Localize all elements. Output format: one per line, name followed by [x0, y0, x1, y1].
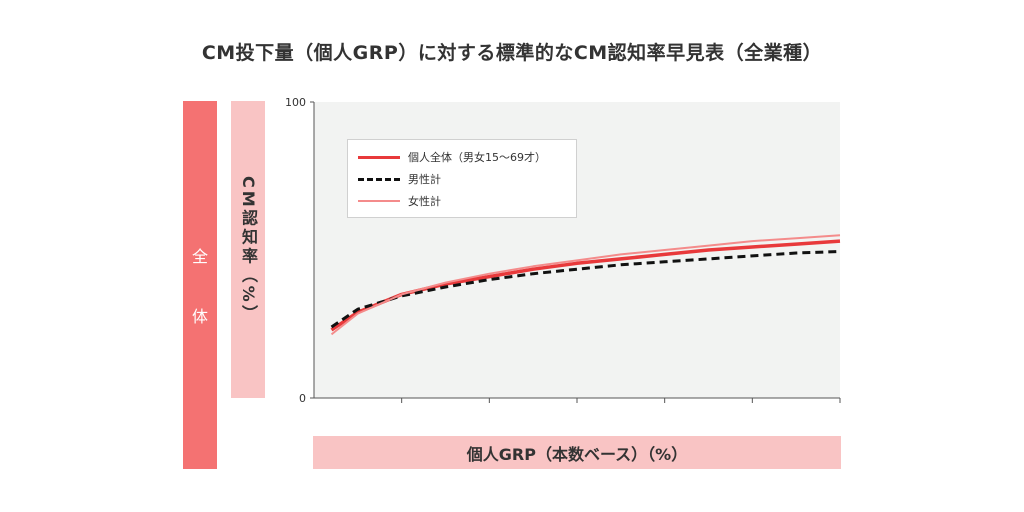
axes: 0 100: [285, 96, 841, 405]
y-tick-label-1: 100: [285, 96, 306, 109]
y-axis-label: CM認知率（%）: [239, 175, 258, 324]
y-axis-label-band: CM認知率（%）: [231, 101, 265, 398]
legend-label-2: 男性計: [408, 173, 441, 186]
legend-swatch-3: [358, 200, 400, 202]
chart-title: CM投下量（個人GRP）に対する標準的なCM認知率早見表（全業種）: [201, 42, 823, 64]
segment-label-char-1: 全: [191, 247, 208, 266]
legend-item-2: 男性計: [358, 168, 566, 190]
legend-swatch-1: [358, 155, 400, 159]
legend-item-1: 個人全体（男女15〜69才）: [358, 146, 566, 168]
x-axis-label-band: 個人GRP（本数ベース）（%）: [313, 436, 841, 469]
x-axis-label: 個人GRP（本数ベース）（%）: [466, 444, 688, 464]
legend: 個人全体（男女15〜69才） 男性計 女性計: [347, 139, 577, 218]
legend-item-3: 女性計: [358, 190, 566, 212]
series-lines: [330, 234, 841, 336]
legend-swatch-2: [358, 177, 400, 181]
series-line-3: [330, 234, 841, 336]
legend-label-1: 個人全体（男女15〜69才）: [408, 151, 546, 164]
series-line-2: [330, 250, 841, 329]
y-tick-label-0: 0: [299, 392, 306, 405]
segment-label-char-2: 体: [191, 307, 208, 326]
segment-label-band: 全 体: [183, 101, 217, 469]
legend-label-3: 女性計: [408, 195, 441, 208]
